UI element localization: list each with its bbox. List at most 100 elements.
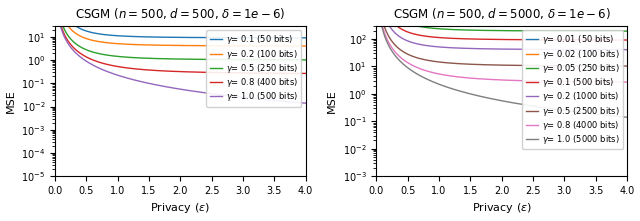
$\gamma$= 0.2 (1000 bits): [540, 48, 548, 51]
$\gamma$= 1.0 (500 bits): [165, 86, 173, 89]
$\gamma$= 0.1 (500 bits): [540, 38, 548, 41]
$\gamma$= 0.5 (2500 bits): [418, 58, 426, 60]
$\gamma$= 0.2 (1000 bits): [520, 48, 528, 51]
$\gamma$= 0.8 (400 bits): [199, 71, 207, 74]
$\gamma$= 1.0 (5000 bits): [561, 109, 569, 112]
Line: $\gamma$= 0.01 (50 bits): $\gamma$= 0.01 (50 bits): [378, 0, 627, 11]
$\gamma$= 0.5 (250 bits): [199, 58, 207, 61]
Legend: $\gamma$= 0.01 (50 bits), $\gamma$= 0.02 (100 bits), $\gamma$= 0.05 (250 bits), : $\gamma$= 0.01 (50 bits), $\gamma$= 0.02…: [522, 30, 623, 149]
X-axis label: Privacy ($\varepsilon$): Privacy ($\varepsilon$): [472, 202, 531, 215]
Title: CSGM ($n = 500$, $d = 500$, $\delta = 1e-6$): CSGM ($n = 500$, $d = 500$, $\delta = 1e…: [75, 6, 285, 21]
$\gamma$= 0.02 (100 bits): [540, 18, 548, 21]
$\gamma$= 0.01 (50 bits): [540, 10, 548, 13]
$\gamma$= 0.8 (400 bits): [219, 71, 227, 74]
$\gamma$= 0.1 (500 bits): [623, 39, 630, 41]
$\gamma$= 0.8 (400 bits): [301, 72, 309, 75]
$\gamma$= 0.1 (500 bits): [438, 36, 445, 39]
$\gamma$= 0.5 (250 bits): [97, 53, 104, 55]
$\gamma$= 0.8 (400 bits): [97, 61, 104, 64]
$\gamma$= 0.2 (100 bits): [165, 44, 173, 47]
$\gamma$= 0.2 (100 bits): [301, 45, 309, 47]
$\gamma$= 1.0 (500 bits): [240, 96, 248, 99]
$\gamma$= 0.5 (250 bits): [165, 57, 173, 60]
$\gamma$= 0.5 (2500 bits): [623, 65, 630, 67]
$\gamma$= 0.2 (1000 bits): [623, 48, 630, 51]
$\gamma$= 0.1 (50 bits): [240, 36, 248, 39]
Title: CSGM ($n = 500$, $d = 5000$, $\delta = 1e-6$): CSGM ($n = 500$, $d = 5000$, $\delta = 1…: [392, 6, 611, 21]
$\gamma$= 0.8 (4000 bits): [438, 73, 445, 76]
$\gamma$= 1.0 (5000 bits): [438, 84, 445, 87]
$\gamma$= 0.02 (100 bits): [438, 16, 445, 19]
$\gamma$= 0.2 (1000 bits): [486, 48, 494, 50]
Line: $\gamma$= 0.02 (100 bits): $\gamma$= 0.02 (100 bits): [378, 0, 627, 20]
Line: $\gamma$= 0.1 (50 bits): $\gamma$= 0.1 (50 bits): [56, 0, 305, 38]
$\gamma$= 0.8 (4000 bits): [623, 81, 630, 84]
$\gamma$= 0.02 (100 bits): [623, 19, 630, 21]
$\gamma$= 0.8 (400 bits): [240, 72, 248, 74]
$\gamma$= 0.8 (4000 bits): [520, 79, 528, 82]
$\gamma$= 0.05 (250 bits): [623, 30, 630, 32]
$\gamma$= 0.05 (250 bits): [438, 28, 445, 30]
$\gamma$= 0.2 (100 bits): [199, 44, 207, 47]
$\gamma$= 0.1 (50 bits): [97, 33, 104, 35]
$\gamma$= 0.5 (2500 bits): [438, 61, 445, 64]
Line: $\gamma$= 0.1 (500 bits): $\gamma$= 0.1 (500 bits): [378, 0, 627, 40]
$\gamma$= 1.0 (500 bits): [219, 94, 227, 96]
$\gamma$= 1.0 (5000 bits): [418, 75, 426, 78]
$\gamma$= 0.5 (250 bits): [240, 58, 248, 61]
$\gamma$= 0.5 (2500 bits): [520, 64, 528, 67]
$\gamma$= 0.01 (50 bits): [623, 10, 630, 13]
$\gamma$= 0.02 (100 bits): [520, 18, 528, 21]
$\gamma$= 0.8 (400 bits): [116, 66, 124, 68]
$\gamma$= 1.0 (500 bits): [301, 102, 309, 105]
Line: $\gamma$= 0.8 (400 bits): $\gamma$= 0.8 (400 bits): [56, 0, 305, 73]
$\gamma$= 1.0 (500 bits): [116, 75, 124, 77]
Line: $\gamma$= 0.2 (1000 bits): $\gamma$= 0.2 (1000 bits): [378, 0, 627, 50]
$\gamma$= 0.1 (50 bits): [301, 36, 309, 39]
Line: $\gamma$= 1.0 (5000 bits): $\gamma$= 1.0 (5000 bits): [378, 0, 627, 117]
$\gamma$= 0.02 (100 bits): [561, 18, 569, 21]
$\gamma$= 0.1 (50 bits): [199, 36, 207, 39]
$\gamma$= 0.2 (100 bits): [116, 42, 124, 45]
$\gamma$= 0.5 (2500 bits): [540, 64, 548, 67]
$\gamma$= 0.2 (100 bits): [219, 44, 227, 47]
$\gamma$= 0.8 (4000 bits): [561, 80, 569, 83]
$\gamma$= 0.8 (400 bits): [165, 70, 173, 72]
$\gamma$= 1.0 (5000 bits): [540, 106, 548, 109]
$\gamma$= 0.2 (100 bits): [240, 45, 248, 47]
$\gamma$= 0.5 (2500 bits): [561, 65, 569, 67]
$\gamma$= 0.8 (4000 bits): [418, 68, 426, 71]
$\gamma$= 0.01 (50 bits): [438, 8, 445, 11]
$\gamma$= 0.8 (4000 bits): [540, 80, 548, 82]
$\gamma$= 0.01 (50 bits): [418, 6, 426, 9]
Legend: $\gamma$= 0.1 (50 bits), $\gamma$= 0.2 (100 bits), $\gamma$= 0.5 (250 bits), $\g: $\gamma$= 0.1 (50 bits), $\gamma$= 0.2 (…: [207, 30, 301, 107]
$\gamma$= 1.0 (5000 bits): [520, 103, 528, 106]
Line: $\gamma$= 0.5 (2500 bits): $\gamma$= 0.5 (2500 bits): [378, 0, 627, 66]
$\gamma$= 0.02 (100 bits): [418, 14, 426, 17]
$\gamma$= 0.05 (250 bits): [418, 26, 426, 28]
$\gamma$= 0.2 (100 bits): [97, 40, 104, 43]
Y-axis label: MSE: MSE: [327, 89, 337, 113]
$\gamma$= 1.0 (500 bits): [97, 67, 104, 70]
$\gamma$= 0.05 (250 bits): [561, 30, 569, 32]
Line: $\gamma$= 0.2 (100 bits): $\gamma$= 0.2 (100 bits): [56, 0, 305, 46]
$\gamma$= 0.5 (250 bits): [301, 59, 309, 61]
$\gamma$= 0.05 (250 bits): [520, 29, 528, 32]
$\gamma$= 0.01 (50 bits): [561, 10, 569, 13]
$\gamma$= 0.2 (1000 bits): [561, 48, 569, 51]
$\gamma$= 0.05 (250 bits): [540, 30, 548, 32]
X-axis label: Privacy ($\varepsilon$): Privacy ($\varepsilon$): [150, 202, 210, 215]
$\gamma$= 1.0 (5000 bits): [623, 116, 630, 119]
$\gamma$= 0.5 (250 bits): [116, 55, 124, 58]
$\gamma$= 0.01 (50 bits): [520, 10, 528, 13]
$\gamma$= 0.5 (250 bits): [219, 58, 227, 61]
$\gamma$= 1.0 (500 bits): [199, 91, 207, 94]
$\gamma$= 0.1 (500 bits): [486, 38, 494, 41]
$\gamma$= 0.2 (1000 bits): [438, 46, 445, 48]
Line: $\gamma$= 0.5 (250 bits): $\gamma$= 0.5 (250 bits): [56, 0, 305, 60]
$\gamma$= 0.1 (500 bits): [561, 38, 569, 41]
Line: $\gamma$= 1.0 (500 bits): $\gamma$= 1.0 (500 bits): [56, 0, 305, 103]
Y-axis label: MSE: MSE: [6, 89, 15, 113]
$\gamma$= 1.0 (5000 bits): [486, 97, 494, 100]
$\gamma$= 0.8 (4000 bits): [486, 78, 494, 81]
